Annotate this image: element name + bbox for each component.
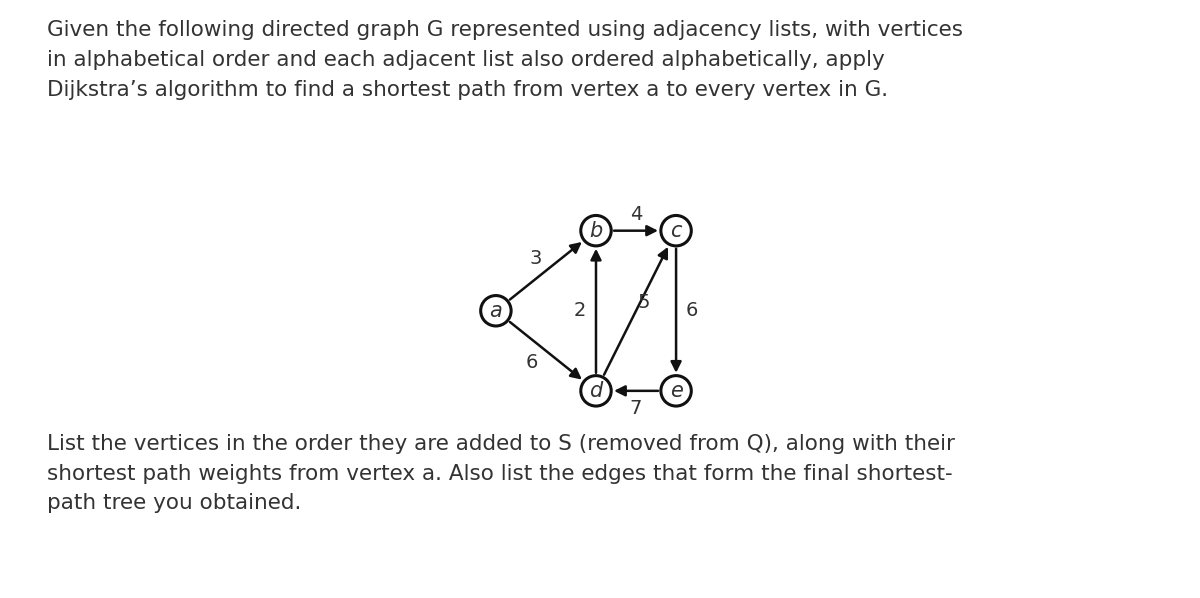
Text: Given the following directed graph G represented using adjacency lists, with ver: Given the following directed graph G rep… xyxy=(47,20,964,100)
Circle shape xyxy=(481,295,511,326)
Text: 5: 5 xyxy=(637,293,650,312)
Text: 3: 3 xyxy=(529,249,542,269)
Text: 6: 6 xyxy=(686,301,698,321)
Circle shape xyxy=(661,215,691,246)
Circle shape xyxy=(581,215,611,246)
Text: d: d xyxy=(589,381,602,401)
Text: List the vertices in the order they are added to S (removed from Q), along with : List the vertices in the order they are … xyxy=(47,434,955,513)
Text: 2: 2 xyxy=(574,301,586,321)
Text: b: b xyxy=(589,221,602,240)
Text: 7: 7 xyxy=(630,399,642,419)
Text: 6: 6 xyxy=(526,353,538,373)
Text: a: a xyxy=(490,301,503,321)
Text: 4: 4 xyxy=(630,205,642,224)
Text: e: e xyxy=(670,381,683,401)
Circle shape xyxy=(581,376,611,406)
Circle shape xyxy=(661,376,691,406)
Text: c: c xyxy=(671,221,682,240)
